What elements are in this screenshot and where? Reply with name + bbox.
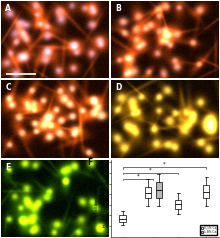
PathPatch shape: [175, 199, 181, 208]
PathPatch shape: [203, 185, 209, 198]
PathPatch shape: [119, 215, 126, 222]
PathPatch shape: [145, 187, 151, 198]
Text: *: *: [163, 162, 166, 167]
Text: F: F: [88, 158, 93, 167]
PathPatch shape: [156, 182, 162, 198]
Y-axis label: Cell density/mm²: Cell density/mm²: [95, 183, 99, 213]
Text: B: B: [116, 4, 121, 13]
Text: E: E: [6, 163, 11, 172]
Text: C: C: [6, 84, 11, 93]
Text: *: *: [149, 168, 152, 173]
Legend: 0.1% Ca, 1.8% Ca: 0.1% Ca, 1.8% Ca: [200, 225, 217, 235]
Text: *: *: [136, 174, 139, 178]
Text: D: D: [116, 84, 122, 93]
Text: A: A: [6, 4, 11, 13]
